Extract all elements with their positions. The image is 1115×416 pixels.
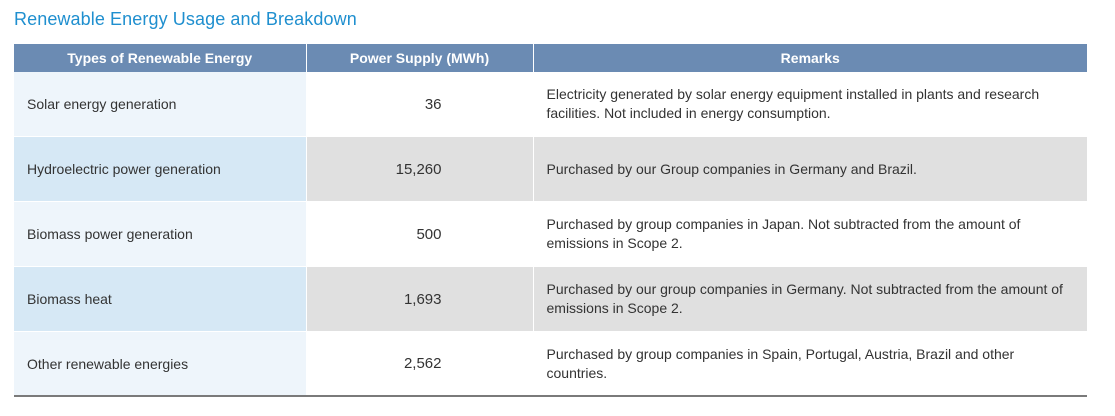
energy-type: Biomass power generation — [14, 201, 307, 267]
power-supply-value: 36 — [306, 72, 534, 137]
power-supply-value: 2,562 — [306, 331, 534, 397]
header-types: Types of Renewable Energy — [14, 44, 307, 72]
power-supply-value: 1,693 — [306, 266, 534, 332]
energy-type: Solar energy generation — [14, 72, 307, 137]
header-remarks: Remarks — [533, 44, 1087, 72]
table-row: Solar energy generation 36 Electricity g… — [14, 72, 1087, 137]
remarks-text: Purchased by group companies in Japan. N… — [533, 201, 1087, 267]
remarks-text: Purchased by group companies in Spain, P… — [533, 331, 1087, 397]
table-row: Biomass heat 1,693 Purchased by our grou… — [14, 266, 1087, 332]
header-power-supply: Power Supply (MWh) — [306, 44, 534, 72]
remarks-text: Electricity generated by solar energy eq… — [533, 72, 1087, 137]
energy-type: Other renewable energies — [14, 331, 307, 397]
table-row: Biomass power generation 500 Purchased b… — [14, 201, 1087, 267]
power-supply-value: 15,260 — [306, 136, 534, 202]
table-row: Other renewable energies 2,562 Purchased… — [14, 331, 1087, 397]
table-header-row: Types of Renewable Energy Power Supply (… — [14, 44, 1087, 72]
renewable-energy-table: Types of Renewable Energy Power Supply (… — [14, 44, 1087, 397]
table-row: Hydroelectric power generation 15,260 Pu… — [14, 136, 1087, 202]
power-supply-value: 500 — [306, 201, 534, 267]
remarks-text: Purchased by our group companies in Germ… — [533, 266, 1087, 332]
energy-type: Hydroelectric power generation — [14, 136, 307, 202]
remarks-text: Purchased by our Group companies in Germ… — [533, 136, 1087, 202]
page-title: Renewable Energy Usage and Breakdown — [14, 9, 357, 29]
energy-type: Biomass heat — [14, 266, 307, 332]
